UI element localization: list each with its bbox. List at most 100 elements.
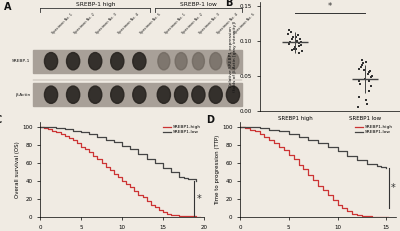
- Point: [363, 60, 370, 64]
- SREBP1-high: [103, 165, 108, 168]
- SREBP1-low: [277, 130, 282, 133]
- SREBP1-high: [66, 136, 71, 139]
- Point: [288, 38, 295, 41]
- Point: [365, 73, 371, 76]
- Ellipse shape: [111, 86, 124, 103]
- SREBP1-high: [282, 149, 286, 152]
- Ellipse shape: [226, 86, 240, 103]
- SREBP1-high: [369, 216, 374, 219]
- SREBP1-high: [120, 180, 124, 182]
- SREBP1-high: [340, 207, 345, 210]
- SREBP1-high: [91, 154, 96, 157]
- Text: Specimen No. 3: Specimen No. 3: [198, 13, 221, 35]
- SREBP1-high: [286, 154, 291, 156]
- SREBP1-high: [386, 216, 390, 219]
- SREBP1-low: [355, 159, 360, 162]
- SREBP1-low: [161, 166, 166, 169]
- SREBP1-low: [257, 126, 262, 129]
- SREBP1-high: [316, 184, 320, 187]
- SREBP1-high: [177, 215, 182, 218]
- Ellipse shape: [66, 53, 80, 70]
- Point: [298, 43, 304, 47]
- Text: *: *: [328, 2, 332, 11]
- SREBP1-high: [257, 133, 262, 136]
- Point: [368, 85, 374, 88]
- Text: SREBP-1 low: SREBP-1 low: [180, 2, 217, 7]
- Point: [286, 28, 292, 32]
- Text: Specimen No. 5: Specimen No. 5: [233, 13, 256, 35]
- Point: [286, 42, 292, 46]
- Ellipse shape: [227, 53, 239, 70]
- SREBP1-high: [50, 129, 55, 132]
- SREBP1-high: [272, 142, 276, 145]
- Text: D: D: [206, 115, 214, 125]
- Point: [291, 47, 298, 50]
- Y-axis label: Time to progression (TTP): Time to progression (TTP): [216, 135, 220, 205]
- SREBP1-low: [78, 131, 84, 134]
- SREBP1-high: [301, 168, 306, 171]
- Ellipse shape: [174, 86, 188, 103]
- SREBP1-high: [252, 130, 257, 133]
- Point: [288, 30, 294, 34]
- SREBP1-high: [169, 214, 174, 217]
- Legend: SREBP1-high, SREBP1-low: SREBP1-high, SREBP1-low: [162, 123, 203, 136]
- Ellipse shape: [210, 53, 222, 70]
- SREBP1-high: [194, 216, 198, 219]
- SREBP1-high: [311, 179, 316, 182]
- SREBP1-low: [286, 133, 291, 136]
- SREBP1-high: [95, 158, 100, 161]
- SREBP1-low: [46, 126, 50, 128]
- SREBP1-high: [360, 215, 364, 218]
- Text: Specimen No. 2: Specimen No. 2: [73, 13, 96, 35]
- SREBP1-high: [242, 126, 247, 129]
- Line: SREBP1-low: SREBP1-low: [40, 127, 196, 181]
- SREBP1-high: [379, 216, 384, 219]
- SREBP1-low: [345, 154, 350, 157]
- Point: [365, 70, 372, 74]
- SREBP1-low: [87, 133, 92, 136]
- SREBP1-high: [374, 216, 379, 219]
- Point: [285, 32, 291, 36]
- Text: Specimen No. 4: Specimen No. 4: [216, 13, 238, 35]
- Point: [289, 48, 295, 52]
- Text: SREBP-1 high: SREBP-1 high: [76, 2, 115, 7]
- Point: [356, 95, 362, 99]
- Y-axis label: Relative SREBP1 expression
(folds of β-Actin [gray intensity]): Relative SREBP1 expression (folds of β-A…: [229, 21, 237, 92]
- SREBP1-high: [335, 203, 340, 206]
- SREBP1-high: [165, 212, 170, 215]
- Point: [367, 69, 373, 73]
- Text: Specimen No. 3: Specimen No. 3: [95, 13, 118, 35]
- Ellipse shape: [175, 53, 187, 70]
- SREBP1-low: [374, 164, 379, 167]
- SREBP1-high: [384, 216, 389, 219]
- SREBP1-low: [306, 139, 311, 142]
- SREBP1-high: [74, 142, 79, 145]
- Point: [294, 39, 300, 43]
- SREBP1-high: [70, 139, 75, 142]
- SREBP1-high: [364, 215, 369, 218]
- SREBP1-low: [238, 126, 242, 128]
- Point: [296, 41, 302, 45]
- Ellipse shape: [89, 53, 102, 70]
- SREBP1-high: [111, 173, 116, 175]
- Point: [369, 74, 375, 78]
- Text: Specimen No. 1: Specimen No. 1: [164, 13, 186, 35]
- Point: [286, 43, 292, 46]
- SREBP1-high: [267, 138, 272, 141]
- Text: Specimen No. 1: Specimen No. 1: [51, 13, 74, 35]
- SREBP1-high: [46, 127, 50, 130]
- Point: [290, 36, 296, 39]
- Bar: [33, 50, 242, 73]
- Text: C: C: [0, 115, 1, 125]
- SREBP1-high: [345, 210, 350, 212]
- Ellipse shape: [133, 86, 146, 103]
- Ellipse shape: [158, 53, 170, 70]
- Line: SREBP1-low: SREBP1-low: [240, 127, 386, 168]
- SREBP1-high: [62, 135, 67, 137]
- Ellipse shape: [66, 86, 80, 103]
- Ellipse shape: [44, 53, 58, 70]
- SREBP1-low: [316, 142, 320, 145]
- Point: [366, 79, 372, 83]
- Point: [292, 45, 298, 49]
- SREBP1-low: [247, 126, 252, 128]
